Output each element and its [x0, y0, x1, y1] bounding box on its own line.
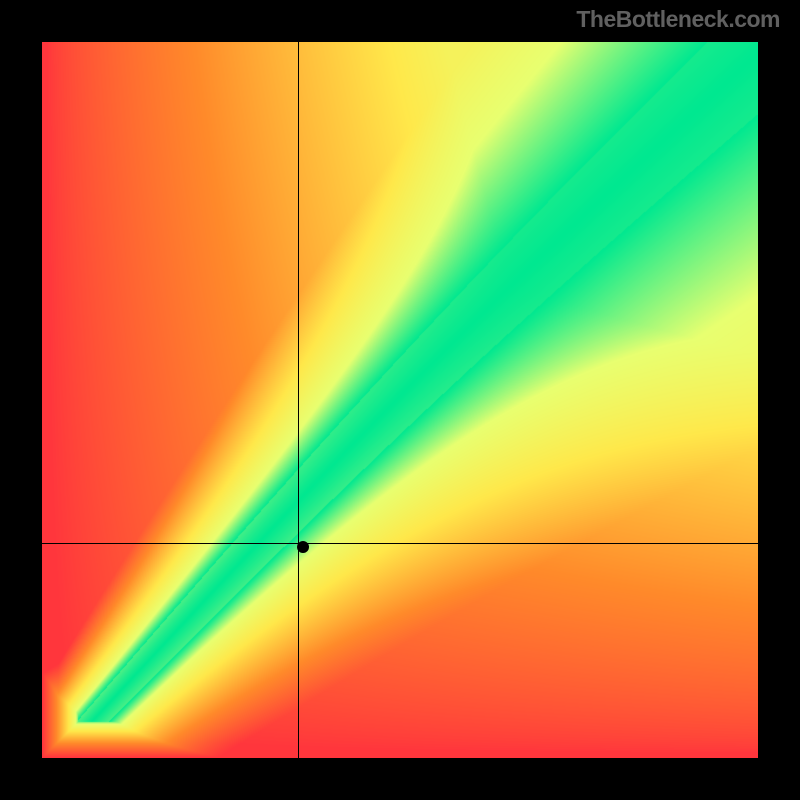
plot-area [42, 42, 758, 758]
crosshair-horizontal [42, 543, 758, 544]
heatmap-canvas [42, 42, 758, 758]
chart-container: TheBottleneck.com [0, 0, 800, 800]
crosshair-vertical [298, 42, 299, 758]
attribution-label: TheBottleneck.com [576, 6, 780, 33]
crosshair-marker [297, 541, 309, 553]
